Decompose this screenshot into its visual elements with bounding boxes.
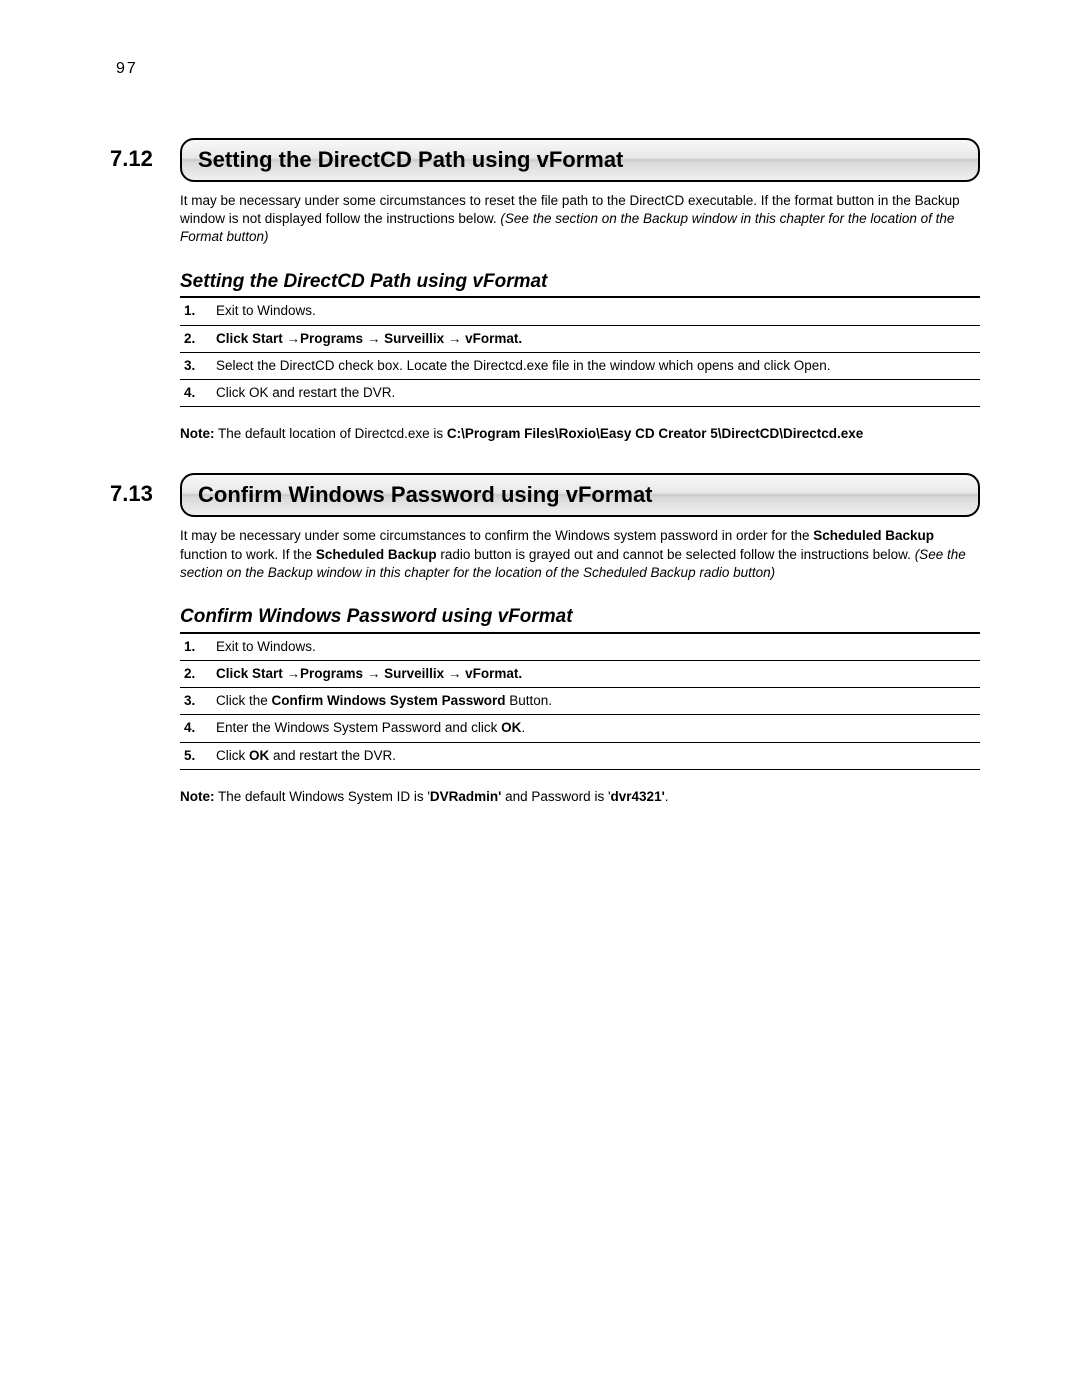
step-number: 3.: [180, 357, 216, 375]
step-number: 2.: [180, 330, 216, 348]
step-text: Click OK and restart the DVR.: [216, 747, 980, 765]
section-title: Setting the DirectCD Path using vFormat: [180, 138, 980, 182]
section-7-13: 7.13 Confirm Windows Password using vFor…: [110, 473, 980, 806]
section-intro: It may be necessary under some circumsta…: [180, 527, 980, 582]
step-number: 4.: [180, 719, 216, 737]
step-number: 4.: [180, 384, 216, 402]
step-text: Click Start →Programs → Surveillix → vFo…: [216, 665, 980, 683]
step-row: 1.Exit to Windows.: [180, 298, 980, 325]
step-row: 3.Click the Confirm Windows System Passw…: [180, 688, 980, 715]
section-body: It may be necessary under some circumsta…: [180, 192, 980, 443]
section-title: Confirm Windows Password using vFormat: [180, 473, 980, 517]
section-header: 7.13 Confirm Windows Password using vFor…: [110, 473, 980, 517]
section-subtitle: Confirm Windows Password using vFormat: [180, 604, 980, 634]
section-header: 7.12 Setting the DirectCD Path using vFo…: [110, 138, 980, 182]
step-text: Click OK and restart the DVR.: [216, 384, 980, 402]
page-number: 97: [116, 60, 980, 78]
section-number: 7.13: [110, 473, 180, 517]
step-text: Click Start →Programs → Surveillix → vFo…: [216, 330, 980, 348]
section-subtitle: Setting the DirectCD Path using vFormat: [180, 269, 980, 299]
step-row: 2.Click Start →Programs → Surveillix → v…: [180, 326, 980, 353]
section-7-12: 7.12 Setting the DirectCD Path using vFo…: [110, 138, 980, 443]
step-row: 5.Click OK and restart the DVR.: [180, 743, 980, 770]
steps-list: 1.Exit to Windows.2.Click Start →Program…: [180, 634, 980, 770]
step-number: 5.: [180, 747, 216, 765]
step-text: Select the DirectCD check box. Locate th…: [216, 357, 980, 375]
step-number: 1.: [180, 638, 216, 656]
section-body: It may be necessary under some circumsta…: [180, 527, 980, 806]
section-number: 7.12: [110, 138, 180, 182]
step-row: 4.Click OK and restart the DVR.: [180, 380, 980, 407]
section-note: Note: The default Windows System ID is '…: [180, 788, 980, 806]
step-text: Click the Confirm Windows System Passwor…: [216, 692, 980, 710]
step-number: 1.: [180, 302, 216, 320]
step-text: Enter the Windows System Password and cl…: [216, 719, 980, 737]
steps-list: 1.Exit to Windows.2.Click Start →Program…: [180, 298, 980, 407]
section-note: Note: The default location of Directcd.e…: [180, 425, 980, 443]
step-number: 3.: [180, 692, 216, 710]
step-row: 3.Select the DirectCD check box. Locate …: [180, 353, 980, 380]
step-text: Exit to Windows.: [216, 638, 980, 656]
step-text: Exit to Windows.: [216, 302, 980, 320]
step-row: 1.Exit to Windows.: [180, 634, 980, 661]
step-row: 4.Enter the Windows System Password and …: [180, 715, 980, 742]
section-intro: It may be necessary under some circumsta…: [180, 192, 980, 247]
step-number: 2.: [180, 665, 216, 683]
step-row: 2.Click Start →Programs → Surveillix → v…: [180, 661, 980, 688]
